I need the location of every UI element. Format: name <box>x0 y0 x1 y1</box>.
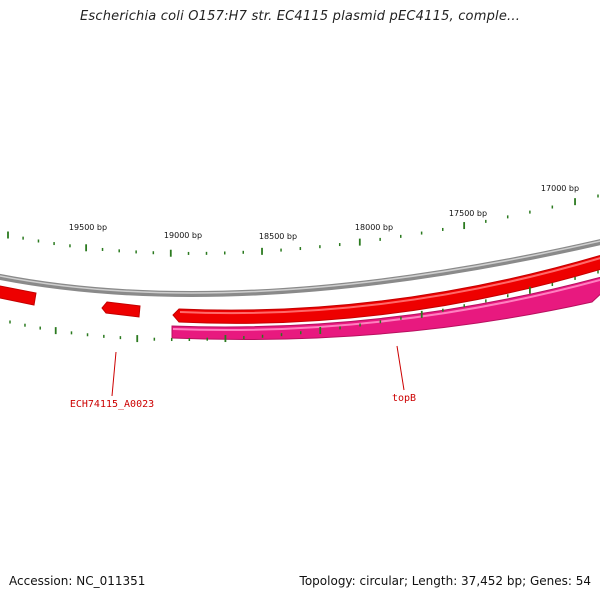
forward-gene-segment-main[interactable] <box>172 254 600 324</box>
reverse-gene-segment-topB-highlight <box>172 279 600 331</box>
gene-label-leader-ECH74115_A0023 <box>111 351 117 397</box>
position-label: 17500 bp <box>449 209 487 218</box>
gene-label[interactable]: topB <box>392 393 416 404</box>
position-label: 18000 bp <box>355 223 393 232</box>
gene-label[interactable]: ECH74115_A0023 <box>70 399 154 410</box>
map-title: Escherichia coli O157:H7 str. EC4115 pla… <box>79 9 521 24</box>
outer-tick-marks <box>7 194 599 257</box>
forward-gene-segment-left[interactable] <box>0 285 37 306</box>
forward-gene-segment-ECH74115_A0023[interactable] <box>101 301 141 318</box>
position-label: 19000 bp <box>164 231 202 240</box>
gene-label-leader-topB <box>396 345 405 391</box>
topology-summary: Topology: circular; Length: 37,452 bp; G… <box>299 574 591 588</box>
position-label: 19500 bp <box>69 223 107 232</box>
accession-label: Accession: NC_011351 <box>9 574 146 588</box>
plasmid-backbone <box>0 239 600 298</box>
position-label: 18500 bp <box>259 232 297 241</box>
plasmid-backbone-highlight <box>0 240 600 294</box>
inner-tick-marks <box>9 270 599 343</box>
forward-gene-segment-main-highlight <box>179 257 600 315</box>
position-label: 17000 bp <box>541 184 579 193</box>
reverse-gene-segment-topB[interactable] <box>171 276 600 340</box>
